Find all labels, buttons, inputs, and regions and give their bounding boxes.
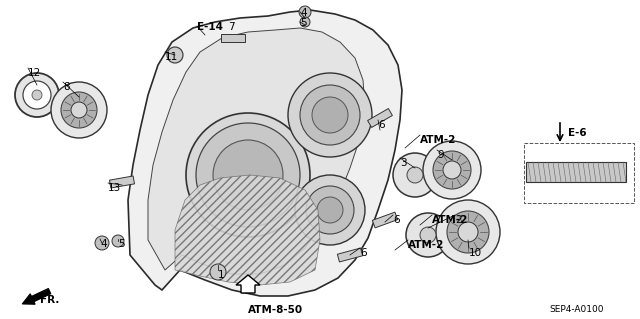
Circle shape — [167, 47, 183, 63]
Text: 6: 6 — [360, 248, 367, 258]
FancyArrowPatch shape — [22, 289, 51, 304]
Circle shape — [213, 140, 283, 210]
Polygon shape — [372, 212, 397, 228]
Text: 3: 3 — [400, 158, 406, 168]
Text: 5: 5 — [300, 18, 307, 28]
Polygon shape — [109, 176, 134, 188]
Text: ATM-8-50: ATM-8-50 — [248, 305, 303, 315]
Circle shape — [420, 227, 436, 243]
Polygon shape — [221, 34, 245, 42]
Text: 4: 4 — [300, 8, 307, 18]
Circle shape — [443, 161, 461, 179]
Text: SEP4-A0100: SEP4-A0100 — [549, 305, 604, 314]
Circle shape — [299, 6, 311, 18]
Circle shape — [196, 123, 300, 227]
Circle shape — [447, 211, 489, 253]
Circle shape — [433, 151, 471, 189]
Circle shape — [288, 73, 372, 157]
Text: 12: 12 — [28, 68, 41, 78]
Circle shape — [295, 175, 365, 245]
Text: 1: 1 — [218, 270, 225, 280]
Text: 10: 10 — [469, 248, 482, 258]
Circle shape — [458, 222, 478, 242]
Circle shape — [317, 197, 343, 223]
Polygon shape — [128, 10, 402, 296]
Circle shape — [407, 167, 423, 183]
Polygon shape — [175, 175, 320, 285]
Text: 6: 6 — [378, 120, 385, 130]
Circle shape — [436, 200, 500, 264]
Text: 4: 4 — [100, 239, 107, 249]
Text: 5: 5 — [118, 239, 125, 249]
Text: ATM-2: ATM-2 — [432, 215, 468, 225]
Polygon shape — [236, 275, 260, 293]
Circle shape — [71, 102, 87, 118]
Circle shape — [61, 92, 97, 128]
Text: 2: 2 — [455, 215, 461, 225]
Circle shape — [32, 90, 42, 100]
Circle shape — [393, 153, 437, 197]
Circle shape — [15, 73, 59, 117]
Text: E-6: E-6 — [568, 128, 587, 138]
Circle shape — [300, 85, 360, 145]
Polygon shape — [148, 28, 365, 274]
Polygon shape — [337, 248, 363, 262]
Text: 7: 7 — [228, 22, 235, 32]
Text: ATM-2: ATM-2 — [408, 240, 444, 250]
Polygon shape — [367, 108, 392, 128]
Circle shape — [406, 213, 450, 257]
Circle shape — [300, 17, 310, 27]
Circle shape — [95, 236, 109, 250]
FancyBboxPatch shape — [526, 162, 626, 182]
Circle shape — [51, 82, 107, 138]
Text: 8: 8 — [63, 82, 70, 92]
Text: FR.: FR. — [40, 295, 60, 305]
Text: 9: 9 — [437, 150, 444, 160]
Circle shape — [306, 186, 354, 234]
Text: 6: 6 — [393, 215, 399, 225]
Text: ATM-2: ATM-2 — [420, 135, 456, 145]
Text: E-14: E-14 — [197, 22, 223, 32]
Circle shape — [23, 81, 51, 109]
Circle shape — [210, 264, 226, 280]
Circle shape — [423, 141, 481, 199]
Text: 13: 13 — [108, 183, 121, 193]
Text: 11: 11 — [165, 52, 179, 62]
Circle shape — [112, 235, 124, 247]
Circle shape — [312, 97, 348, 133]
Circle shape — [186, 113, 310, 237]
